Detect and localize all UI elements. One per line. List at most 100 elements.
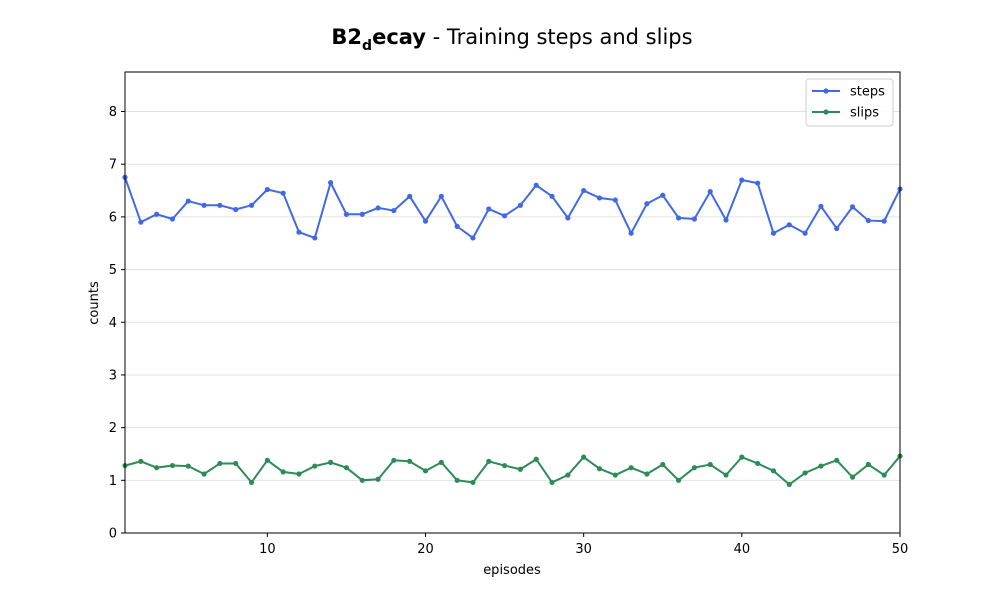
data-point-steps xyxy=(359,211,365,217)
y-tick-label: 6 xyxy=(109,210,117,225)
data-point-steps xyxy=(248,202,255,208)
data-point-steps xyxy=(660,192,666,198)
data-point-steps xyxy=(486,206,492,212)
data-point-steps xyxy=(438,193,444,199)
data-point-steps xyxy=(470,235,476,241)
data-point-slips xyxy=(881,472,887,478)
data-point-slips xyxy=(834,457,840,463)
data-point-steps xyxy=(233,206,239,213)
data-point-steps xyxy=(533,182,539,188)
y-tick-label: 1 xyxy=(109,474,117,489)
y-tick-label: 2 xyxy=(109,421,117,436)
data-point-slips xyxy=(849,474,856,480)
plot-frame xyxy=(124,71,901,534)
data-point-slips xyxy=(280,469,286,475)
legend-label-slips: slips xyxy=(850,106,879,121)
data-point-slips xyxy=(644,471,650,477)
data-point-slips xyxy=(359,477,365,483)
data-point-steps xyxy=(375,205,381,211)
legend: steps slips xyxy=(805,78,894,127)
chart-title: B2decay - Training steps and slips xyxy=(331,25,692,54)
data-point-steps xyxy=(154,211,160,217)
data-point-steps xyxy=(628,230,634,236)
data-point-slips xyxy=(470,479,476,486)
data-point-steps xyxy=(675,215,682,221)
data-point-slips xyxy=(517,466,524,472)
data-point-slips xyxy=(169,462,176,469)
data-point-slips xyxy=(343,465,350,471)
data-point-slips xyxy=(565,472,571,478)
data-point-slips xyxy=(533,456,539,462)
y-axis-label: counts xyxy=(87,281,102,325)
data-point-slips xyxy=(391,457,397,463)
data-point-steps xyxy=(296,229,302,235)
data-point-steps xyxy=(422,218,429,224)
data-point-steps xyxy=(549,193,555,199)
data-point-slips xyxy=(707,461,713,468)
data-point-slips xyxy=(296,471,302,477)
data-point-slips xyxy=(755,460,761,467)
data-point-steps xyxy=(264,186,270,193)
data-point-steps xyxy=(169,216,176,222)
data-point-steps xyxy=(849,204,856,210)
data-point-steps xyxy=(644,201,650,207)
data-point-slips xyxy=(581,454,587,460)
data-point-slips xyxy=(739,454,745,460)
x-tick-label: 40 xyxy=(734,542,751,557)
data-point-steps xyxy=(280,190,286,196)
y-tick-label: 8 xyxy=(109,105,117,120)
x-tick-label: 20 xyxy=(417,542,434,557)
data-point-slips xyxy=(596,466,603,472)
data-point-steps xyxy=(501,213,508,219)
data-point-steps xyxy=(517,202,524,208)
data-point-steps xyxy=(596,195,603,201)
legend-marker-steps xyxy=(823,88,829,94)
y-tick-label: 3 xyxy=(109,368,117,383)
data-point-slips xyxy=(138,458,144,464)
data-point-slips xyxy=(454,477,460,483)
data-point-slips xyxy=(375,476,381,482)
data-point-steps xyxy=(723,217,729,223)
legend-label-steps: steps xyxy=(850,85,885,100)
series-line-slips xyxy=(124,455,901,486)
data-point-slips xyxy=(660,461,666,468)
data-point-slips xyxy=(422,468,429,474)
data-point-slips xyxy=(770,468,777,474)
data-point-slips xyxy=(264,457,270,463)
y-tick-label: 7 xyxy=(109,158,117,173)
series-slips xyxy=(122,453,903,488)
data-point-slips xyxy=(786,481,792,488)
data-point-slips xyxy=(865,461,871,468)
data-point-slips xyxy=(248,479,255,486)
x-axis-label: episodes xyxy=(483,563,541,578)
data-point-slips xyxy=(501,462,508,469)
data-point-slips xyxy=(407,458,413,464)
data-point-steps xyxy=(138,219,144,225)
data-point-steps xyxy=(612,197,618,203)
data-point-steps xyxy=(581,187,587,194)
data-point-steps xyxy=(770,230,777,236)
data-point-slips xyxy=(328,459,334,466)
data-point-slips xyxy=(723,472,729,478)
data-point-slips xyxy=(233,460,239,467)
data-point-steps xyxy=(312,235,318,241)
data-point-steps xyxy=(407,193,413,199)
data-point-slips xyxy=(312,463,318,469)
x-axis-ticks: 10 20 30 40 50 xyxy=(259,533,908,557)
x-tick-label: 10 xyxy=(259,542,276,557)
series-line-steps xyxy=(124,177,901,240)
y-tick-label: 0 xyxy=(109,527,117,542)
data-point-steps xyxy=(881,218,887,224)
data-point-steps xyxy=(691,216,697,222)
series-layer xyxy=(122,174,903,488)
data-point-steps xyxy=(834,225,840,232)
data-point-steps xyxy=(786,222,792,228)
legend-marker-slips xyxy=(823,109,829,115)
data-point-steps xyxy=(865,217,871,224)
data-point-steps xyxy=(201,202,207,208)
data-point-slips xyxy=(675,477,682,483)
data-point-steps xyxy=(343,211,350,217)
data-point-steps xyxy=(391,207,397,214)
data-point-steps xyxy=(328,180,334,186)
data-point-slips xyxy=(818,463,824,469)
